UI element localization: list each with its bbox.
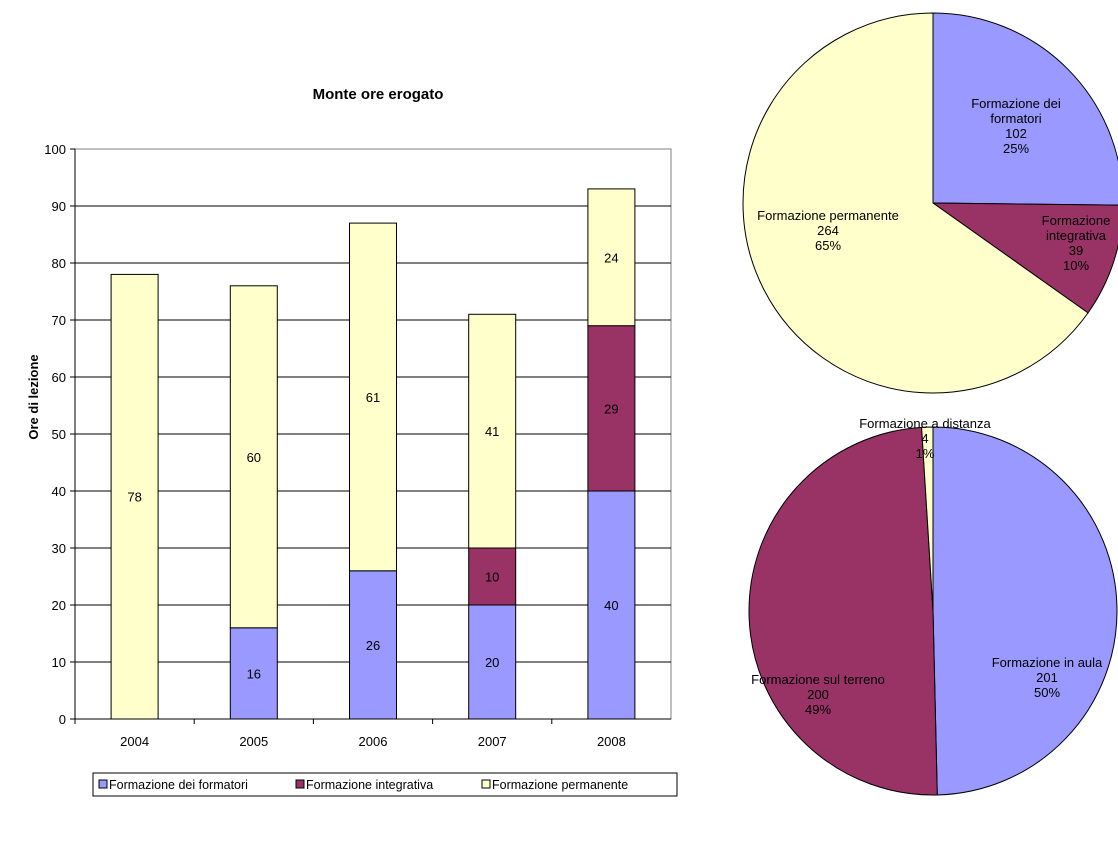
pie-slice [932, 426, 1118, 796]
y-tick-label: 0 [59, 712, 66, 727]
legend-swatch [295, 779, 305, 789]
bar-chart: Monte ore erogato 0102030405060708090100… [26, 86, 678, 797]
pie-chart-training-mode: Formazione in aula 201 50% Formazione sul t… [748, 416, 1118, 796]
legend-swatch [98, 779, 108, 789]
y-tick-label: 10 [52, 655, 66, 670]
y-tick-label: 70 [52, 313, 66, 328]
pie-slice [931, 202, 1118, 314]
bar-value-label: 41 [485, 424, 499, 439]
pie-slice [742, 12, 1089, 394]
bar-segment [468, 313, 517, 549]
y-tick-label: 100 [44, 142, 66, 157]
legend-box [92, 772, 678, 797]
bar-segment [229, 627, 278, 720]
bar-value-label: 78 [127, 490, 141, 505]
pie-slice-label: Formazione integrativa 39 10% [1042, 213, 1111, 273]
bar-value-label: 24 [604, 250, 618, 265]
bar-value-label: 61 [366, 390, 380, 405]
pie-slice-label: Formazione dei formatori 102 25% [971, 96, 1061, 156]
x-tick-label: 2008 [597, 734, 626, 749]
y-tick-label: 80 [52, 256, 66, 271]
bar-segment [587, 490, 636, 720]
y-tick-label: 60 [52, 370, 66, 385]
bar-segment [349, 570, 397, 720]
bar-value-label: 29 [604, 401, 618, 416]
y-tick-label: 90 [52, 199, 66, 214]
y-axis-label: Ore di lezione [26, 354, 41, 439]
pie-slice-label: Formazione a distanza 4 1% [859, 416, 991, 461]
pie-slice [932, 12, 1118, 206]
bar-segment [229, 285, 278, 629]
bar-segment [468, 547, 517, 606]
x-tick-label: 2005 [239, 734, 268, 749]
x-tick-label: 2006 [359, 734, 388, 749]
x-tick-label: 2007 [478, 734, 507, 749]
y-tick-label: 50 [52, 427, 66, 442]
bar-value-label: 60 [247, 450, 261, 465]
y-axis-tick-labels: 0 10 20 30 40 50 60 70 80 90 100 [44, 142, 66, 727]
bar-value-label: 16 [247, 666, 261, 681]
bar-segment [587, 325, 636, 492]
pie-slice-label: Formazione in aula 201 50% [992, 655, 1103, 700]
legend-swatch [481, 779, 491, 789]
legend: Formazione dei formatori Formazione integ… [92, 772, 678, 797]
bar-value-label: 20 [485, 655, 499, 670]
bar-value-label: 26 [366, 638, 380, 653]
legend-label: Formazione dei formatori [109, 778, 248, 792]
pie-slice-label: Formazione permanente 264 65% [757, 208, 899, 253]
bar-segment [110, 273, 159, 720]
bar-segment [587, 188, 636, 327]
y-tick-label: 30 [52, 541, 66, 556]
chart-title: Monte ore erogato [313, 86, 444, 103]
pie-chart-training-type: Formazione dei formatori 102 25% Formazione i… [742, 12, 1118, 394]
x-tick-label: 2004 [120, 734, 149, 749]
x-axis-tick-labels: 2004 2005 2006 2007 2008 [120, 734, 626, 749]
bar-segment [349, 222, 397, 572]
bar-segment [468, 604, 517, 720]
pie-slice-label: Formazione sul terreno 200 49% [751, 672, 885, 717]
y-tick-label: 20 [52, 598, 66, 613]
bars [110, 188, 636, 720]
bar-value-label: 10 [485, 570, 499, 585]
pie-slice [748, 426, 938, 796]
bar-value-label: 40 [604, 598, 618, 613]
legend-label: Formazione permanente [492, 778, 628, 792]
legend-label: Formazione integrativa [306, 778, 433, 792]
y-tick-label: 40 [52, 484, 66, 499]
pie-slice [921, 426, 934, 612]
bar-data-labels: 78 16 60 26 61 20 10 41 40 29 24 [127, 250, 618, 681]
